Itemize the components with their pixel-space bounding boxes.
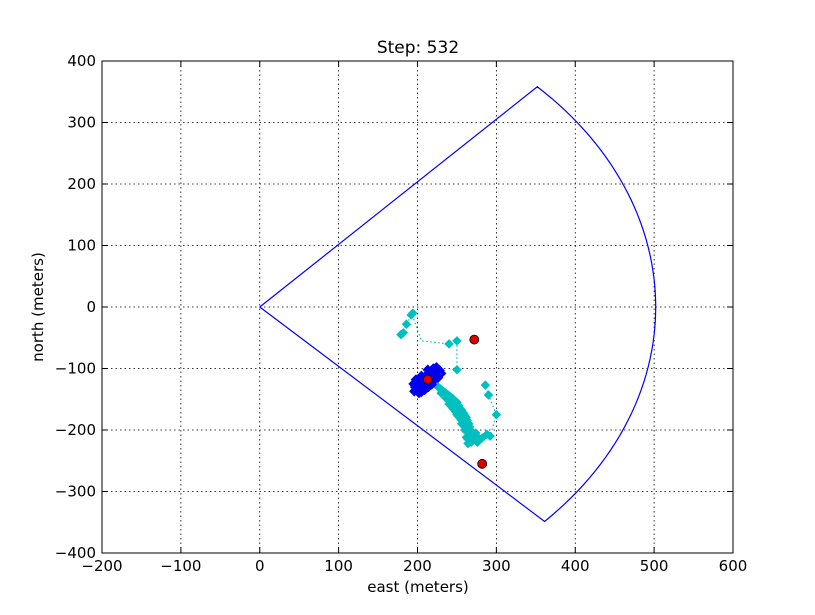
dotted-track	[468, 384, 498, 438]
y-tick-label: −300	[55, 483, 96, 501]
y-tick-label: 200	[67, 175, 96, 193]
y-tick-label: 300	[67, 114, 96, 132]
x-tick-label: 100	[324, 557, 353, 575]
red-point	[477, 458, 488, 469]
x-tick-label: 500	[640, 557, 669, 575]
x-tick-label: 0	[255, 557, 265, 575]
x-tick-label: 400	[561, 557, 590, 575]
blue-point	[416, 382, 428, 394]
cyan-point	[401, 319, 412, 330]
cyan-point	[453, 411, 464, 422]
x-tick-label: 300	[482, 557, 511, 575]
grid	[101, 60, 734, 554]
blue-point	[408, 385, 420, 397]
cyan-point	[444, 339, 454, 349]
y-tick-label: 0	[86, 298, 96, 316]
cyan-point	[483, 390, 494, 400]
x-tick-label: −200	[81, 557, 122, 575]
cyan-point	[461, 422, 472, 432]
y-tick-label: 100	[67, 237, 96, 255]
cyan-point	[436, 388, 447, 398]
blue-point	[431, 365, 442, 377]
y-tick-label: 400	[67, 52, 96, 70]
x-axis-label: east (meters)	[367, 578, 469, 596]
red-point	[469, 334, 480, 345]
x-tick-label: 200	[403, 557, 432, 575]
x-tick-label: −100	[160, 557, 201, 575]
cyan-point	[480, 380, 491, 390]
cyan-point	[472, 437, 483, 448]
y-tick-label: −400	[55, 544, 96, 562]
plot-area	[259, 86, 657, 523]
cyan-point	[463, 438, 473, 449]
cyan-point	[445, 394, 456, 405]
y-tick-label: −200	[55, 421, 96, 439]
y-axis-label: north (meters)	[29, 252, 47, 362]
cyan-point	[471, 428, 481, 438]
cyan-point	[452, 364, 462, 375]
chart-title: Step: 532	[377, 38, 459, 58]
y-tick-label: −100	[55, 360, 96, 378]
cyan-point	[398, 327, 409, 338]
x-tick-label: 600	[719, 557, 748, 575]
cyan-point	[452, 335, 462, 346]
cyan-point	[407, 308, 418, 319]
ticks: −200 −100 0 100 200 300 400 500 600 −400 −300 −200 −…	[55, 52, 748, 575]
sector-outline	[259, 86, 657, 523]
red-point	[422, 374, 433, 385]
cyan-point	[491, 409, 502, 420]
